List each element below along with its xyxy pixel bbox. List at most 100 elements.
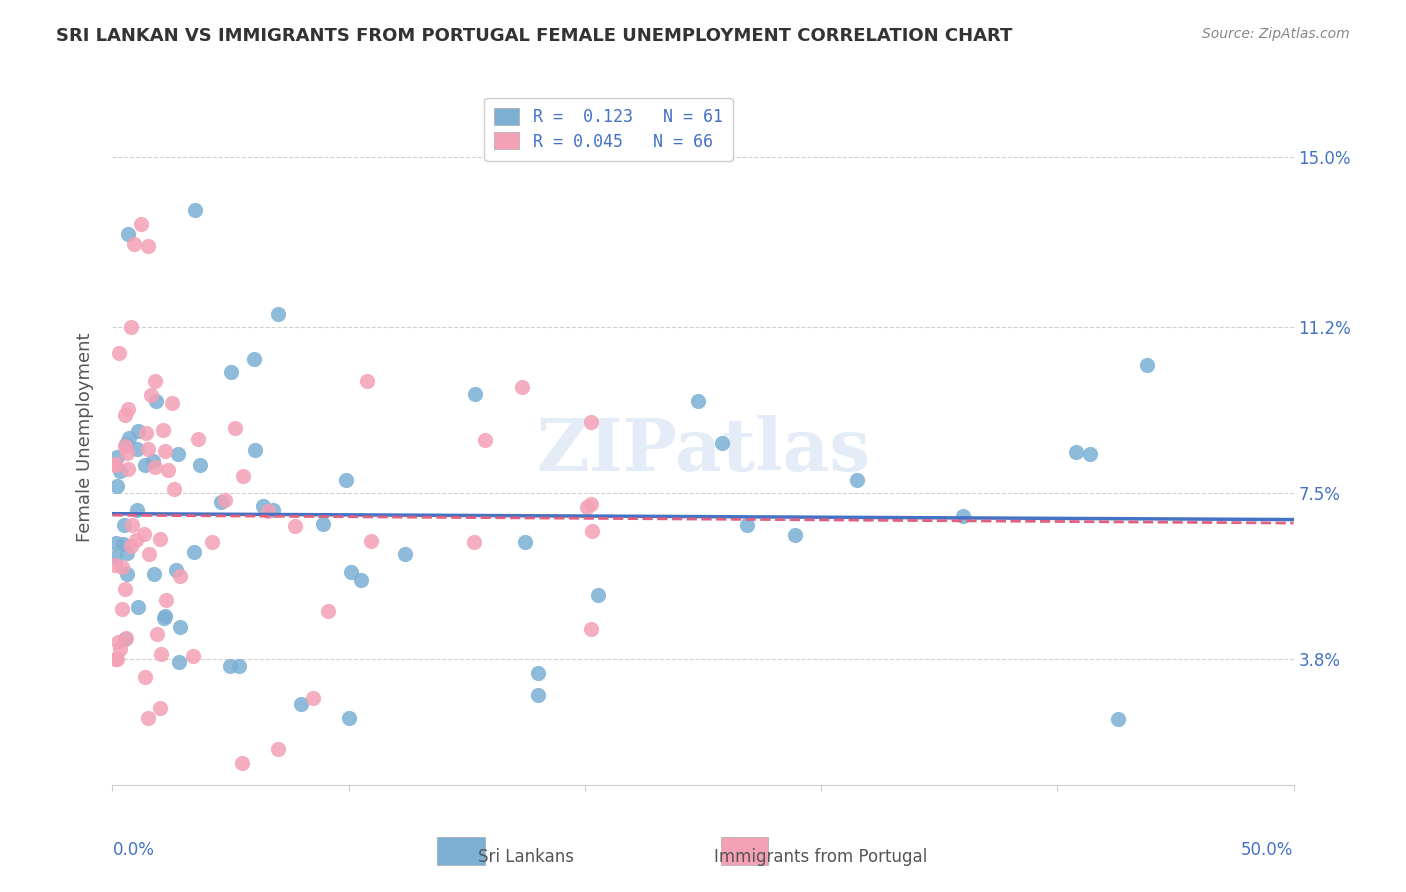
Point [510,379,533,393]
Point [165,563,187,577]
Point [302,690,325,705]
Point [108,346,131,360]
Point [284,519,307,533]
Legend: R =  0.123   N = 61, R = 0.045   N = 66: R = 0.123 N = 61, R = 0.045 N = 66 [484,97,733,161]
Point [107,635,129,649]
Point [586,588,609,602]
Point [219,365,242,379]
Point [105,478,128,492]
Point [181,649,204,664]
Point [115,567,138,582]
Point [464,387,486,401]
Point [129,217,152,231]
Point [1064,445,1087,459]
Point [527,689,550,703]
Point [104,457,127,471]
Point [142,567,165,582]
Text: Immigrants from Portugal: Immigrants from Portugal [714,847,928,865]
Point [1107,712,1129,726]
Point [125,503,148,517]
Text: 50.0%: 50.0% [1241,840,1294,859]
Point [169,620,191,634]
Point [111,559,134,574]
Point [139,388,162,402]
Point [104,651,127,665]
Point [105,450,128,464]
Point [110,601,132,615]
Point [124,533,146,548]
Point [163,482,186,496]
Point [108,641,131,656]
Point [211,494,233,508]
Point [143,459,166,474]
Point [105,652,128,666]
Point [166,447,188,461]
Point [120,539,142,553]
Point [312,517,335,532]
Point [267,307,290,321]
Point [149,700,172,714]
Point [262,502,284,516]
Point [114,632,136,646]
Point [231,756,253,770]
Point [169,569,191,583]
Point [252,500,274,514]
Point [224,421,246,435]
Point [257,504,280,518]
Point [188,458,211,473]
Point [108,464,131,478]
Point [187,432,209,446]
Point [142,454,165,468]
Point [138,547,160,561]
Point [136,442,159,456]
Point [232,468,254,483]
Point [688,393,710,408]
Point [104,536,127,550]
Point [118,431,141,445]
FancyBboxPatch shape [721,837,768,865]
Point [121,517,143,532]
Point [117,461,139,475]
Point [1078,447,1101,461]
Point [340,566,363,580]
Point [104,558,127,573]
Point [474,433,496,447]
Point [114,582,136,597]
Point [735,517,758,532]
Point [115,546,138,560]
Point [134,527,156,541]
Point [152,423,174,437]
Point [136,711,159,725]
Point [114,438,136,452]
Point [394,548,416,562]
Point [153,444,176,458]
Point [581,524,603,538]
Point [360,533,382,548]
Point [114,631,136,645]
Point [463,535,485,549]
Point [167,655,190,669]
Point [243,443,266,458]
Point [134,670,156,684]
Point [127,424,149,438]
Point [526,665,548,680]
Point [952,508,974,523]
Point [145,394,167,409]
Point [127,600,149,615]
Point [214,492,236,507]
Point [104,458,127,472]
Point [125,442,148,457]
Point [201,535,224,549]
Point [513,535,536,549]
Point [243,351,266,366]
Point [228,659,250,673]
Point [581,623,603,637]
Point [290,697,312,711]
Point [579,498,602,512]
Point [155,593,177,607]
Text: Sri Lankans: Sri Lankans [478,847,574,865]
Point [149,533,172,547]
Text: Source: ZipAtlas.com: Source: ZipAtlas.com [1202,27,1350,41]
Point [143,374,166,388]
Point [337,711,360,725]
